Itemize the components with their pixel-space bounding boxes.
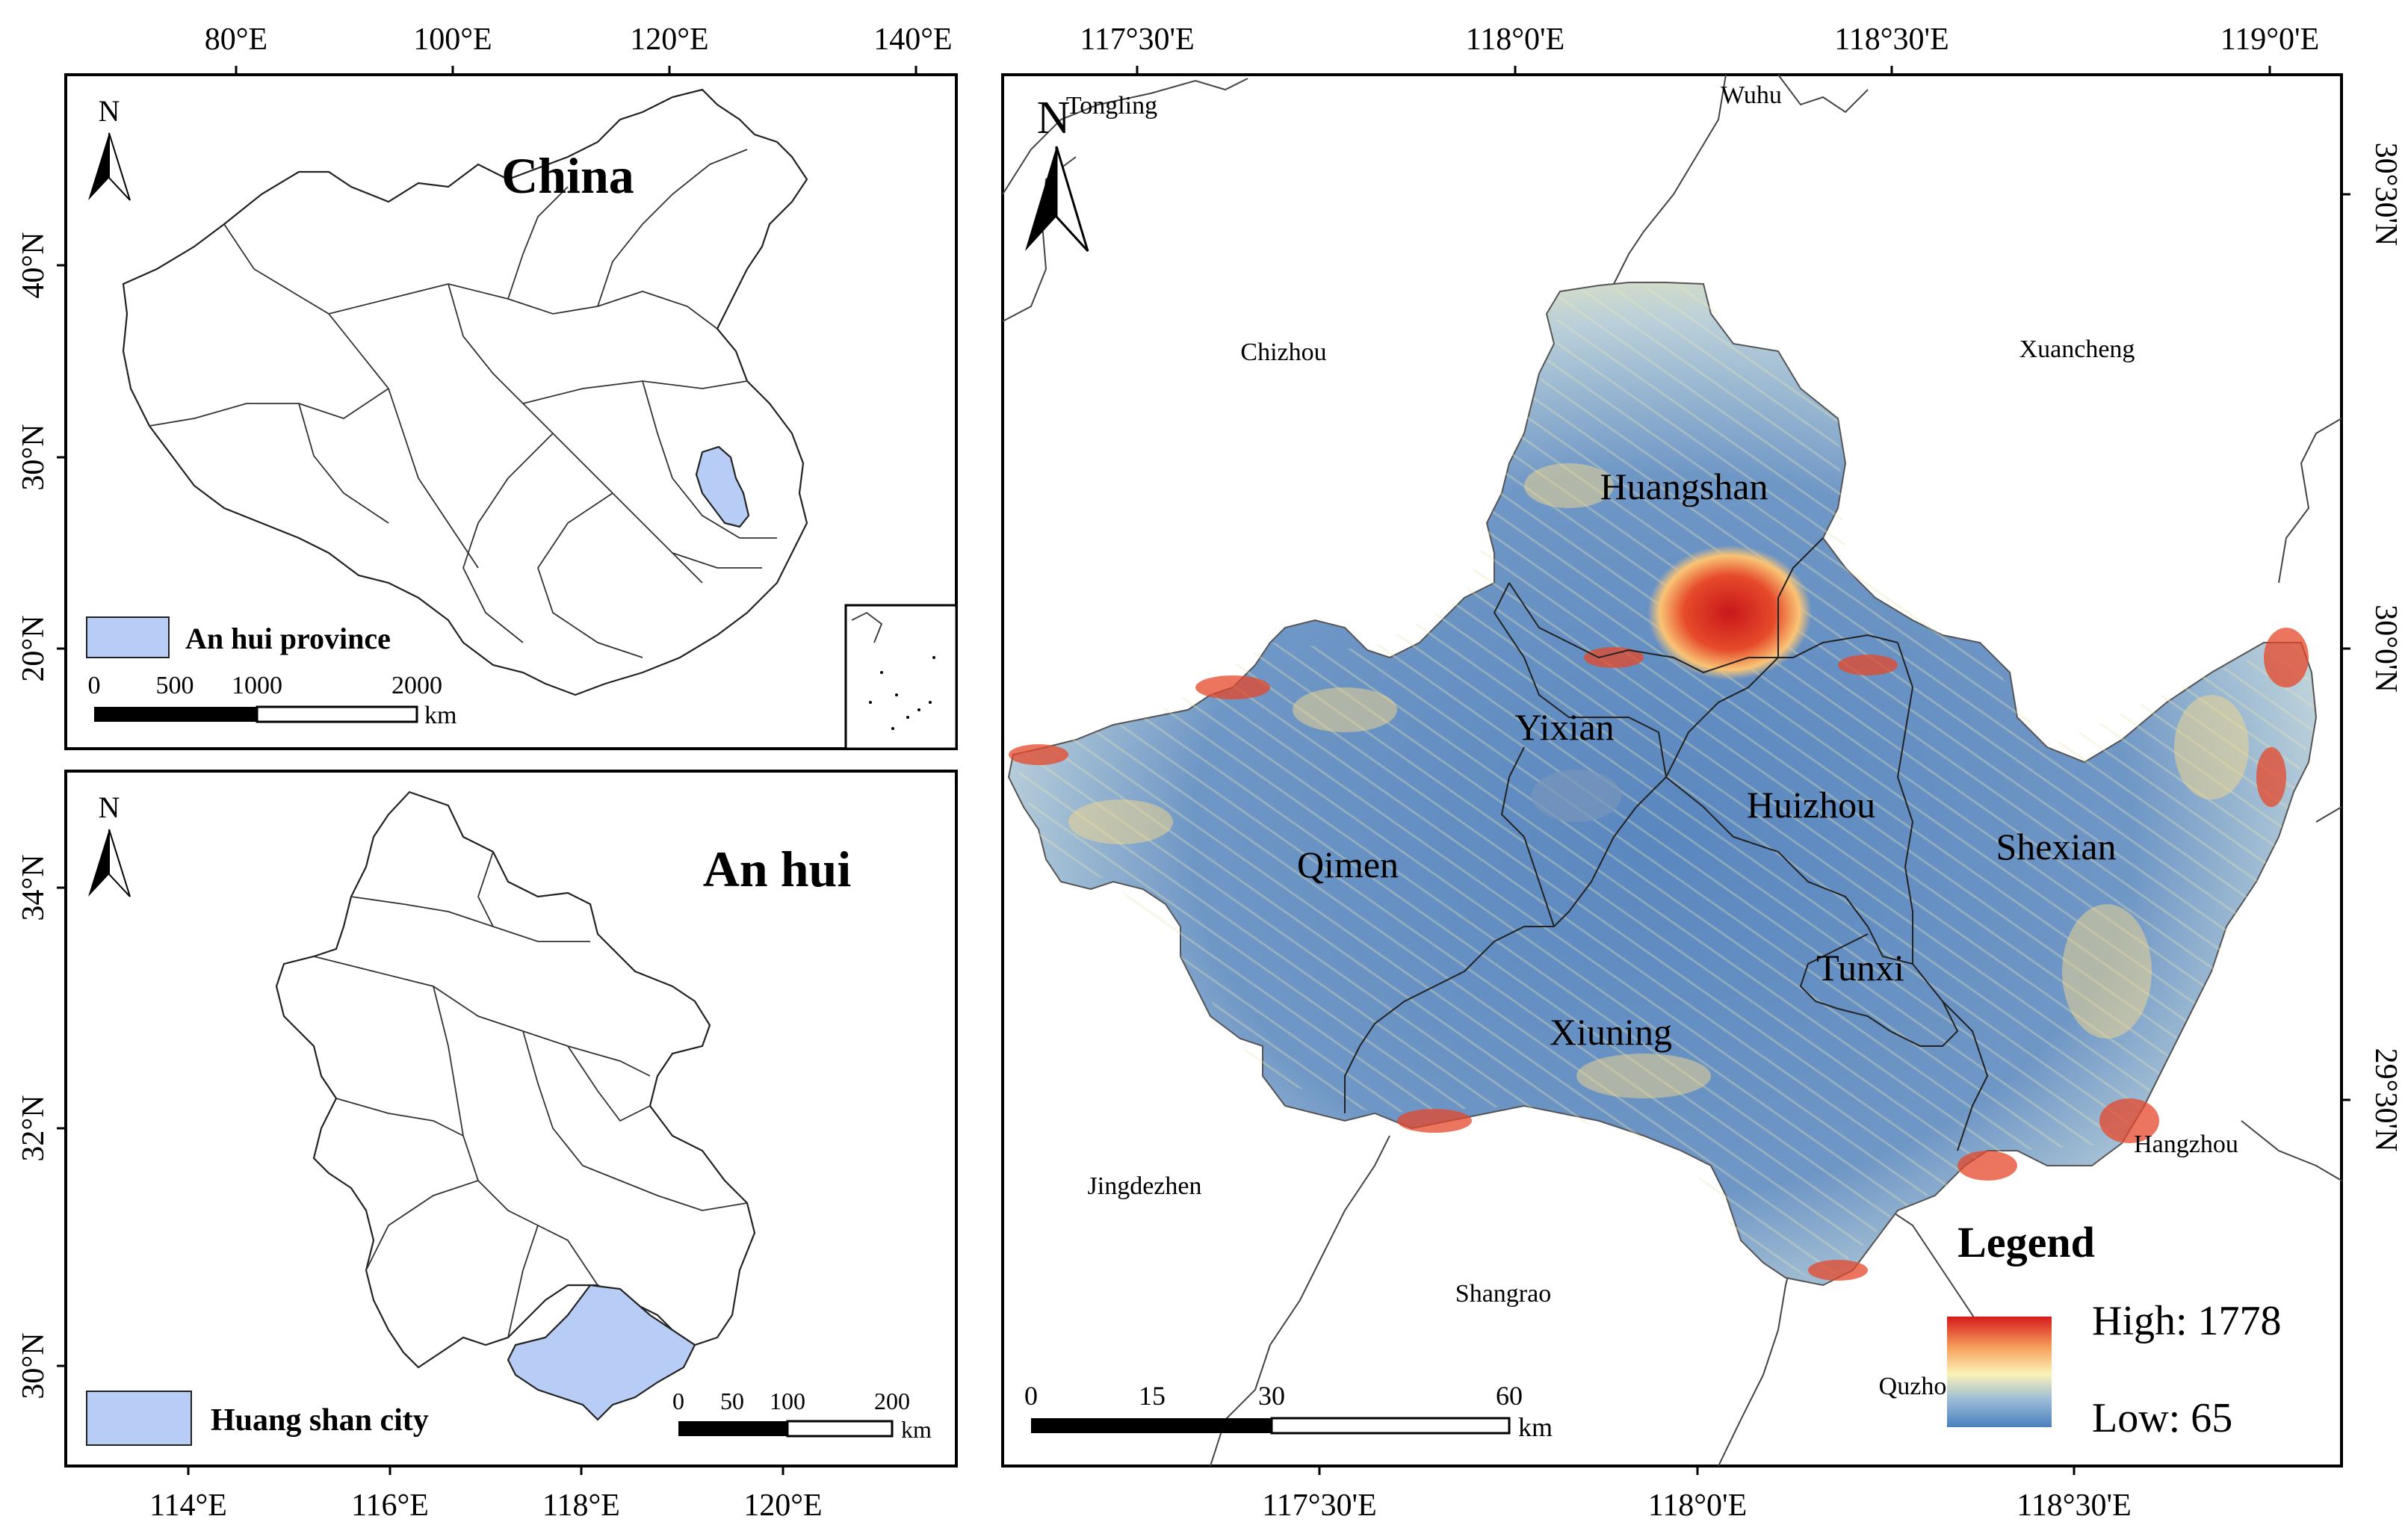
china-legend-label: An hui province xyxy=(185,622,391,655)
anhui-legend-label: Huang shan city xyxy=(211,1403,429,1438)
china-inset: 80°E 100°E 120°E 140°E 40°N 30°N 20°N xyxy=(16,22,958,750)
county-label-huizhou: Huizhou xyxy=(1747,784,1875,826)
county-label-xiuning: Xiuning xyxy=(1550,1011,1672,1053)
scale-tick: 30 xyxy=(1258,1381,1285,1411)
city-label-jingdezhen: Jingdezhen xyxy=(1088,1172,1202,1200)
main-map-frame xyxy=(1001,73,2343,1468)
reservoir xyxy=(1532,770,1621,822)
county-label-shexian: Shexian xyxy=(1996,826,2116,868)
scale-tick: 50 xyxy=(720,1388,744,1414)
county-label-yixian: Yixian xyxy=(1514,706,1614,748)
scale-unit: km xyxy=(901,1416,932,1443)
china-lat-tick: 40°N xyxy=(16,232,51,298)
anhui-legend-swatch xyxy=(86,1391,192,1446)
anhui-outline xyxy=(275,791,756,1369)
anhui-lon-tick: 116°E xyxy=(351,1488,429,1523)
china-lon-tick: 120°E xyxy=(630,22,708,57)
main-bottom-lon-tick: 118°0'E xyxy=(1648,1488,1747,1523)
main-north-arrow: N xyxy=(1025,93,1089,253)
scale-unit: km xyxy=(1518,1412,1553,1442)
anhui-highlight xyxy=(695,445,750,528)
county-boundaries xyxy=(1344,537,1989,1151)
scale-tick: 0 xyxy=(672,1388,684,1414)
main-lat-tick: 30°30'N xyxy=(2368,143,2403,247)
main-bottom-lon-tick: 118°30'E xyxy=(2017,1488,2131,1523)
anhui-lat-tick: 32°N xyxy=(16,1095,51,1161)
main-top-lon-tick: 118°30'E xyxy=(1834,22,1949,57)
china-legend-swatch xyxy=(86,616,170,658)
dem-texture xyxy=(1013,284,2316,1285)
city-label-shangrao: Shangrao xyxy=(1455,1280,1551,1308)
china-lon-tick: 80°E xyxy=(205,22,267,57)
anhui-lon-tick: 120°E xyxy=(743,1488,822,1523)
city-label-chizhou: Chizhou xyxy=(1240,338,1326,366)
legend-low: Low: 65 xyxy=(2092,1395,2232,1441)
neighbor-boundaries xyxy=(1002,74,2342,1467)
huangshan-dem xyxy=(1007,282,2318,1287)
county-label-qimen: Qimen xyxy=(1297,844,1399,885)
north-label: N xyxy=(99,791,120,824)
anhui-scale-bar: 0 50 100 200 km xyxy=(672,1388,932,1443)
china-lat-tick: 30°N xyxy=(16,424,51,490)
china-title: China xyxy=(501,147,634,204)
north-label: N xyxy=(1037,93,1071,143)
china-outline xyxy=(122,88,808,696)
scale-tick: 1000 xyxy=(232,672,282,699)
county-label-huangshan: Huangshan xyxy=(1600,466,1768,507)
scale-tick: 15 xyxy=(1139,1381,1166,1411)
china-lat-tick: 20°N xyxy=(16,615,51,681)
china-inset-frame xyxy=(64,73,958,750)
main-top-lon-tick: 117°30'E xyxy=(1080,22,1194,57)
main-map: 117°30'E 118°0'E 118°30'E 119°0'E 117°30… xyxy=(1001,22,2403,1523)
scale-tick: 60 xyxy=(1496,1381,1523,1411)
legend-color-ramp xyxy=(1947,1317,2052,1427)
anhui-north-arrow: N xyxy=(88,791,131,897)
china-lon-tick: 100°E xyxy=(413,22,492,57)
dem-legend: Legend High: 1778 Low: 65 xyxy=(1947,1218,2282,1441)
scale-tick: 0 xyxy=(1024,1381,1038,1411)
islands xyxy=(869,656,935,730)
anhui-inset-frame xyxy=(64,770,958,1468)
city-label-tongling: Tongling xyxy=(1066,92,1157,120)
city-label-wuhu: Wuhu xyxy=(1721,81,1782,109)
scale-unit: km xyxy=(424,702,456,729)
anhui-lat-tick: 30°N xyxy=(16,1332,51,1399)
city-label-hangzhou: Hangzhou xyxy=(2134,1131,2238,1158)
anhui-lat-tick: 34°N xyxy=(16,854,51,921)
main-lat-tick: 30°0'N xyxy=(2368,604,2403,693)
main-scale-bar: 0 15 30 60 km xyxy=(1024,1381,1553,1442)
peak-highlight xyxy=(1647,545,1812,680)
legend-title: Legend xyxy=(1957,1218,2095,1267)
city-label-quzhou: Quzho xyxy=(1879,1373,1947,1400)
south-china-sea-inset xyxy=(844,604,958,750)
city-label-xuancheng: Xuancheng xyxy=(2019,335,2135,363)
county-label-tunxi: Tunxi xyxy=(1816,947,1904,989)
anhui-lon-tick: 118°E xyxy=(542,1488,620,1523)
china-north-arrow: N xyxy=(88,94,131,201)
main-bottom-lon-tick: 117°30'E xyxy=(1262,1488,1376,1523)
legend-high: High: 1778 xyxy=(2092,1298,2282,1344)
anhui-title: An hui xyxy=(703,841,851,897)
main-top-lon-tick: 119°0'E xyxy=(2220,22,2319,57)
scale-tick: 500 xyxy=(156,672,194,699)
anhui-inset: 114°E 116°E 118°E 120°E 34°N 32°N 30°N A… xyxy=(16,770,958,1523)
north-label: N xyxy=(99,94,120,128)
scale-tick: 0 xyxy=(88,672,101,699)
scale-tick: 100 xyxy=(770,1388,805,1414)
huangshan-highlight xyxy=(507,1284,696,1421)
china-lon-tick: 140°E xyxy=(873,22,952,57)
main-top-lon-tick: 118°0'E xyxy=(1466,22,1564,57)
mid-elevation xyxy=(1068,463,2249,1098)
high-elevation-edges xyxy=(1009,628,2309,1281)
main-lat-tick: 29°30'N xyxy=(2368,1048,2403,1152)
scale-tick: 2000 xyxy=(391,672,442,699)
china-scale-bar: 0 500 1000 2000 km xyxy=(88,672,457,729)
anhui-lon-tick: 114°E xyxy=(149,1488,227,1523)
scale-tick: 200 xyxy=(874,1388,910,1414)
